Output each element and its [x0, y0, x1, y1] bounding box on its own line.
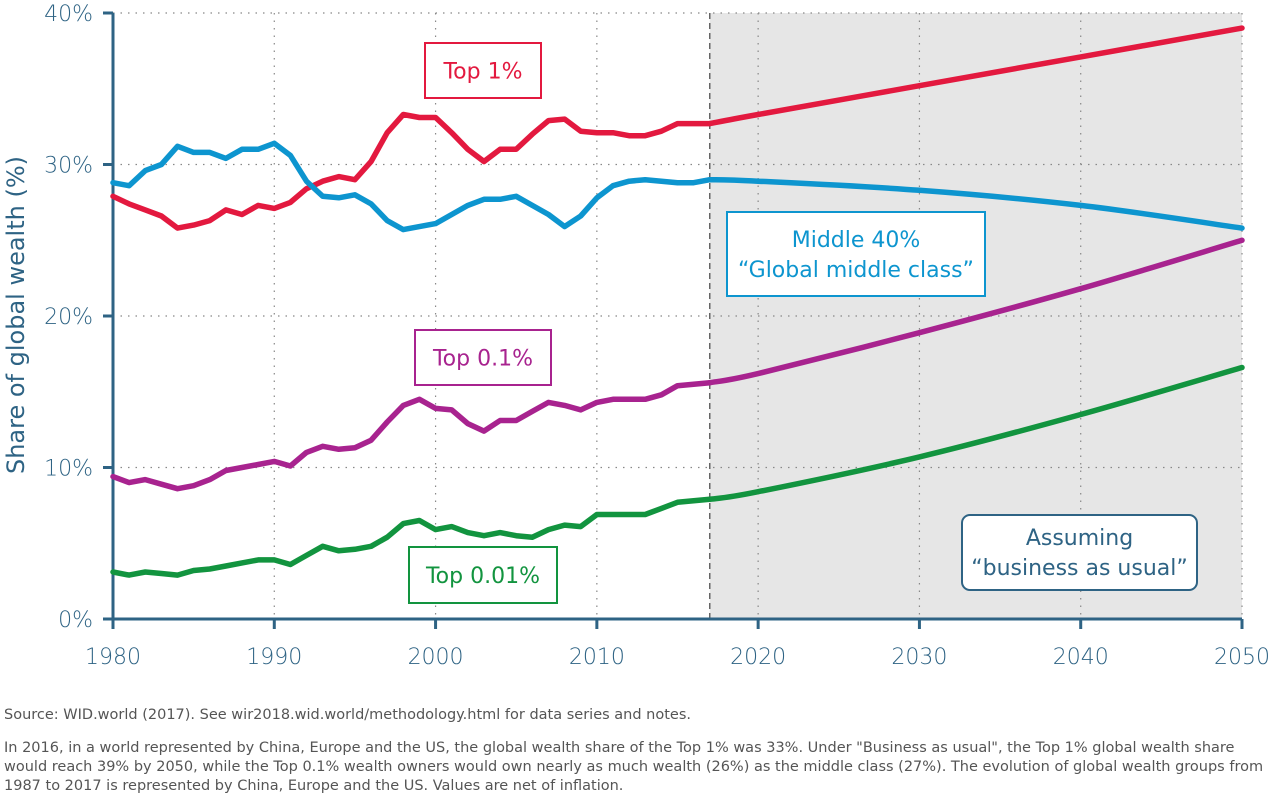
y-tick-label: 20%	[44, 305, 93, 330]
x-tick-label: 2030	[891, 645, 947, 670]
label-text-top-0-01: Top 0.01%	[425, 564, 540, 589]
x-tick-label: 2020	[730, 645, 786, 670]
axes: 0% 10% 20% 30% 40% 1980 1990 2000 2010 2020 2030 20…	[44, 2, 1269, 670]
label-box-top-1	[424, 42, 542, 99]
projection-assumption-text: “business as usual”	[971, 556, 1188, 581]
x-tick-label: 2050	[1214, 645, 1269, 670]
y-tick-label: 10%	[44, 457, 93, 482]
label-text-top-1: Top 1%	[442, 60, 522, 85]
y-tick-label: 0%	[58, 608, 93, 633]
label-text-middle-40: Middle 40%	[792, 228, 921, 253]
series-line-top-0-1-historical	[110, 379, 713, 492]
series-line-top-0-01-projection	[707, 364, 1245, 503]
projection-assumption-box	[961, 514, 1198, 591]
label-box-top-0-01	[408, 546, 558, 604]
label-text-top-0-1: Top 0.1%	[432, 347, 533, 372]
series-line-middle-40-projection	[707, 176, 1245, 231]
series-line-top-1-projection	[707, 25, 1245, 127]
x-tick-label: 1980	[85, 645, 141, 670]
gridlines	[113, 12, 1243, 619]
x-tick-label: 2000	[408, 645, 464, 670]
series-line-top-1-historical	[110, 111, 713, 231]
x-tick-label: 1990	[246, 645, 302, 670]
y-tick-label: 40%	[44, 2, 93, 27]
label-box-top-0-1	[414, 329, 552, 386]
source-caption: Source: WID.world (2017). See wir2018.wi…	[4, 707, 691, 723]
x-tick-label: 2010	[569, 645, 625, 670]
y-tick-label: 30%	[44, 154, 93, 179]
label-text-middle-40: “Global middle class”	[738, 258, 974, 283]
wealth-share-chart: 0% 10% 20% 30% 40% 1980 1990 2000 2010 2020 2030 20…	[2, 2, 1269, 670]
series-line-middle-40-historical	[110, 140, 713, 233]
series-line-top-0-01-historical	[110, 496, 713, 578]
label-box-middle-40	[726, 211, 986, 297]
series-labels: Top 1% Middle 40% “Global middle class” Top…	[408, 42, 1198, 604]
x-tick-label: 2040	[1053, 645, 1109, 670]
y-axis-title: Share of global wealth (%)	[2, 156, 30, 474]
series-lines	[110, 25, 1245, 578]
projection-assumption-text: Assuming	[1026, 526, 1133, 551]
note-caption: In 2016, in a world represented by China…	[4, 740, 1264, 794]
series-line-top-0-1-projection	[707, 237, 1245, 386]
